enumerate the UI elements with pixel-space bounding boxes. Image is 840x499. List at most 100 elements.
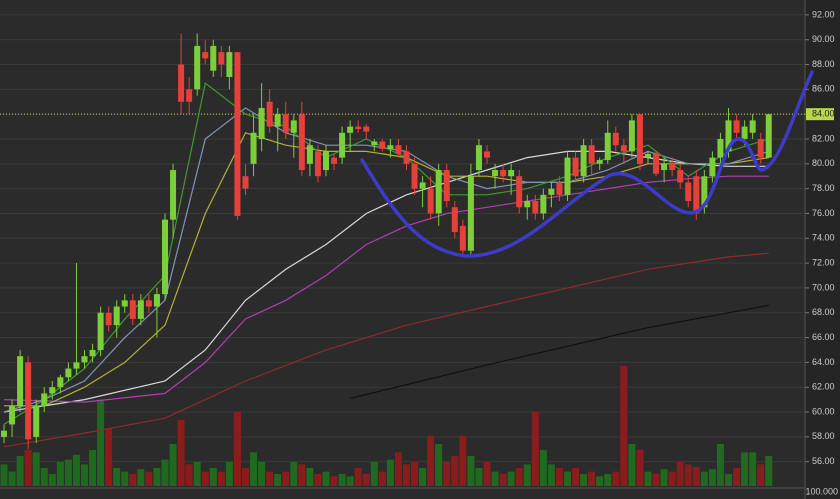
candle-body xyxy=(548,188,555,195)
volume-bar xyxy=(250,452,258,486)
volume-bar xyxy=(547,464,555,486)
volume-bar xyxy=(684,464,692,486)
volume-bar xyxy=(515,468,523,486)
moving-average xyxy=(3,252,769,448)
y-tick-label: 82.00 xyxy=(812,133,835,143)
candle-body xyxy=(250,132,257,164)
moving-average xyxy=(3,175,769,403)
candle-body xyxy=(266,101,273,127)
volume-bar xyxy=(692,466,700,486)
y-tick-label: 86.00 xyxy=(812,84,835,94)
volume-bar xyxy=(741,452,749,486)
candle-body xyxy=(653,153,660,174)
candle-body xyxy=(113,306,120,326)
volume-bar xyxy=(612,471,620,486)
volume-bar xyxy=(555,468,563,486)
volume-bar xyxy=(499,474,507,486)
volume-bar xyxy=(467,456,475,486)
candle-body xyxy=(41,393,48,406)
moving-average xyxy=(350,304,769,399)
candle-body xyxy=(17,356,24,406)
candle-body xyxy=(677,170,684,183)
candle-body xyxy=(9,405,16,425)
candle-body xyxy=(323,151,329,171)
volume-bar xyxy=(290,462,298,486)
candle-body xyxy=(580,145,587,177)
candle-body xyxy=(540,194,547,214)
volume-bar xyxy=(16,456,24,486)
candle-body xyxy=(709,157,716,177)
candle-body xyxy=(290,120,297,133)
candle-body xyxy=(194,45,201,90)
candle-body xyxy=(347,126,354,133)
volume-bar xyxy=(177,420,185,486)
candle-body xyxy=(685,182,692,202)
candle-body xyxy=(403,151,410,164)
volume-bar xyxy=(346,476,354,486)
volume-bar xyxy=(193,462,201,486)
y-tick-label: 64.00 xyxy=(812,357,835,367)
volume-bar xyxy=(233,411,241,486)
volume-bar xyxy=(435,444,443,486)
candle-body xyxy=(89,349,96,357)
volume-bar xyxy=(588,471,596,486)
volume-bar xyxy=(652,474,660,486)
candle-body xyxy=(129,300,136,319)
volume-bar xyxy=(636,450,644,486)
candle-body xyxy=(186,89,193,102)
candle-body xyxy=(298,114,305,171)
volume-bar xyxy=(628,444,636,486)
candle-body xyxy=(97,312,104,350)
candle-body xyxy=(500,170,507,177)
candle-body xyxy=(49,387,56,394)
candle-body xyxy=(435,170,442,214)
volume-bar xyxy=(765,456,773,486)
candle-body xyxy=(451,207,458,233)
candle-body xyxy=(524,201,531,208)
candle-body xyxy=(564,157,571,195)
volume-bar xyxy=(676,462,684,486)
volume-bar xyxy=(749,452,757,486)
volume-bar xyxy=(716,444,724,486)
candle-body xyxy=(604,132,611,161)
candle-body xyxy=(725,120,732,152)
last-price-box xyxy=(806,108,834,121)
volume-bar xyxy=(113,468,121,486)
y-tick-label: 74.00 xyxy=(812,233,835,243)
candle-body xyxy=(121,300,128,307)
candle-body xyxy=(475,145,482,171)
volume-bar xyxy=(225,462,233,486)
candle-body xyxy=(387,145,394,149)
volume-bar xyxy=(700,471,708,486)
candle-body xyxy=(701,176,708,208)
volume-bar xyxy=(757,464,765,486)
candle-body xyxy=(427,188,434,214)
volume-bar xyxy=(419,468,427,486)
candle-body xyxy=(314,151,321,177)
candle-body xyxy=(178,64,185,102)
volume-bar xyxy=(443,462,451,486)
volume-label: 100.000 xyxy=(805,486,838,496)
candle-body xyxy=(339,132,346,158)
y-tick-label: 66.00 xyxy=(812,332,835,342)
candle-body xyxy=(379,141,386,149)
volume-bar xyxy=(668,471,676,486)
candle-body xyxy=(210,45,217,71)
candle-body xyxy=(596,160,603,164)
candle-body xyxy=(669,163,676,171)
volume-bar xyxy=(217,471,225,486)
candle-body xyxy=(371,141,378,146)
volume-bar xyxy=(314,474,322,486)
y-tick-label: 88.00 xyxy=(812,59,835,69)
candle-body xyxy=(532,201,539,214)
volume-bar xyxy=(0,464,8,486)
candle-body xyxy=(258,107,265,139)
volume-bar xyxy=(145,471,153,486)
volume-bar xyxy=(491,471,499,486)
y-tick-label: 76.00 xyxy=(812,208,835,218)
volume-bar xyxy=(725,474,732,486)
volume-bar xyxy=(242,468,249,486)
volume-bar xyxy=(169,444,177,486)
